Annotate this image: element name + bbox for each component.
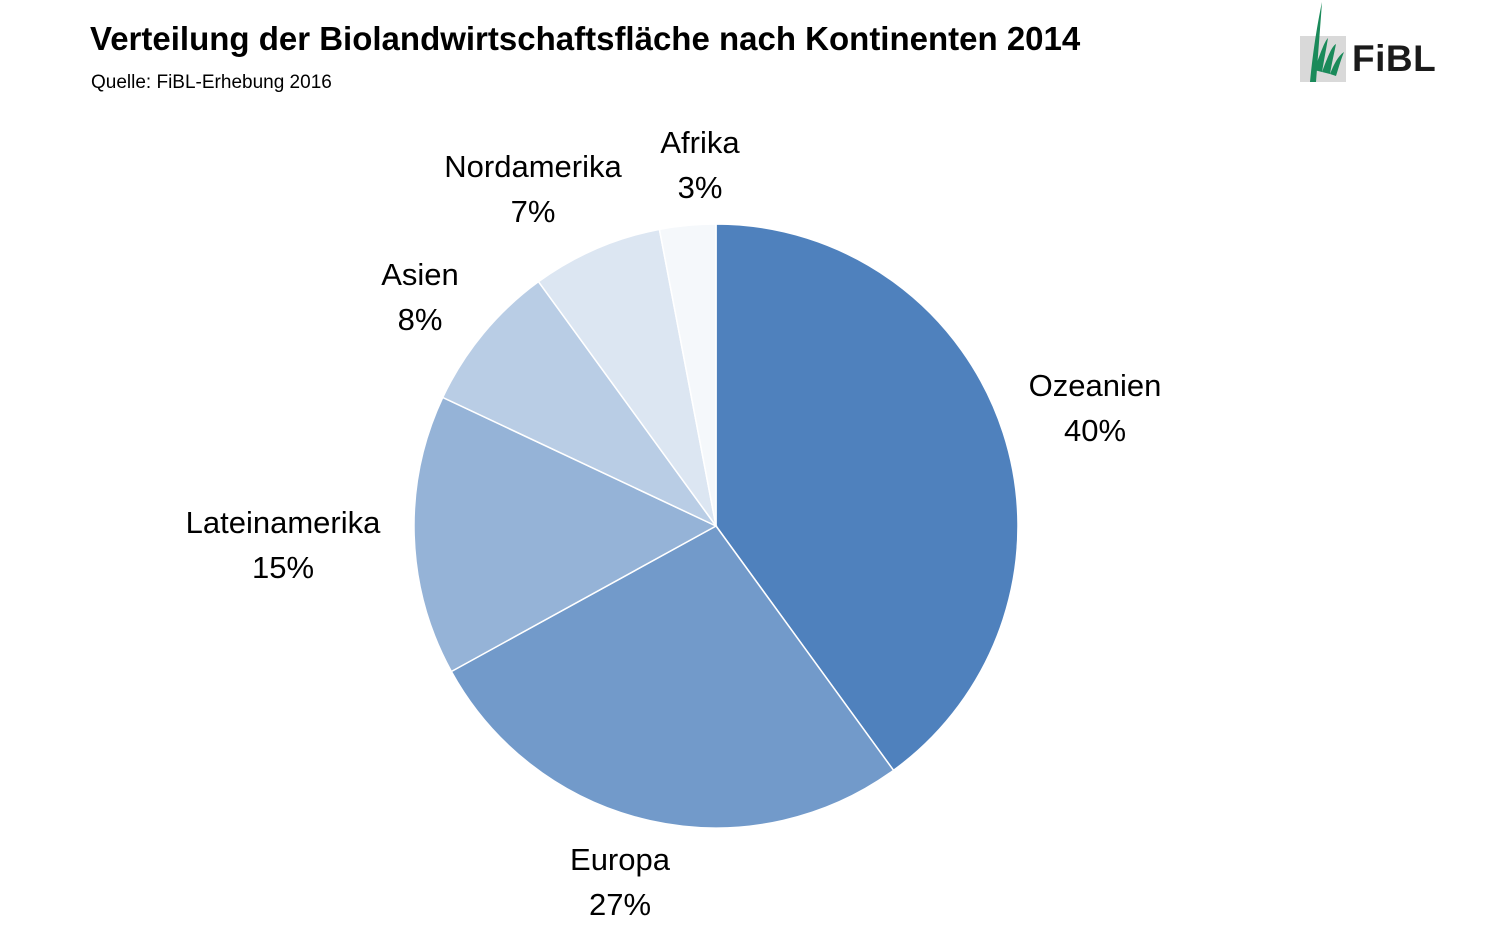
slice-label-lateinamerika: Lateinamerika xyxy=(186,505,381,540)
slice-value-nordamerika: 7% xyxy=(511,194,556,229)
fibl-logo-icon xyxy=(1300,2,1346,82)
pie-slices xyxy=(413,223,1019,829)
slice-value-lateinamerika: 15% xyxy=(252,550,314,585)
slice-value-afrika: 3% xyxy=(678,170,723,205)
slice-label-nordamerika: Nordamerika xyxy=(444,149,622,184)
slice-value-ozeanien: 40% xyxy=(1064,413,1126,448)
logo-text: FiBL xyxy=(1352,38,1437,79)
slice-label-asien: Asien xyxy=(381,257,459,292)
pie-slice-asien xyxy=(441,280,717,527)
slice-label-ozeanien: Ozeanien xyxy=(1029,368,1162,403)
pie-slice-afrika xyxy=(658,223,717,527)
pie-slice-ozeanien xyxy=(715,223,1019,772)
slice-value-europa: 27% xyxy=(589,887,651,922)
slice-label-europa: Europa xyxy=(570,842,671,877)
pie-slice-europa xyxy=(450,525,895,829)
pie-slice-nordamerika xyxy=(537,228,717,527)
chart-source: Quelle: FiBL-Erhebung 2016 xyxy=(91,72,332,93)
pie-slice-lateinamerika xyxy=(413,396,718,673)
slice-label-afrika: Afrika xyxy=(660,125,740,160)
slice-value-asien: 8% xyxy=(398,302,443,337)
pie-labels: Ozeanien 40% Europa 27% Lateinamerika 15% Asie… xyxy=(186,125,1162,922)
chart-title: Verteilung der Biolandwirtschaftsfläche … xyxy=(90,20,1081,57)
